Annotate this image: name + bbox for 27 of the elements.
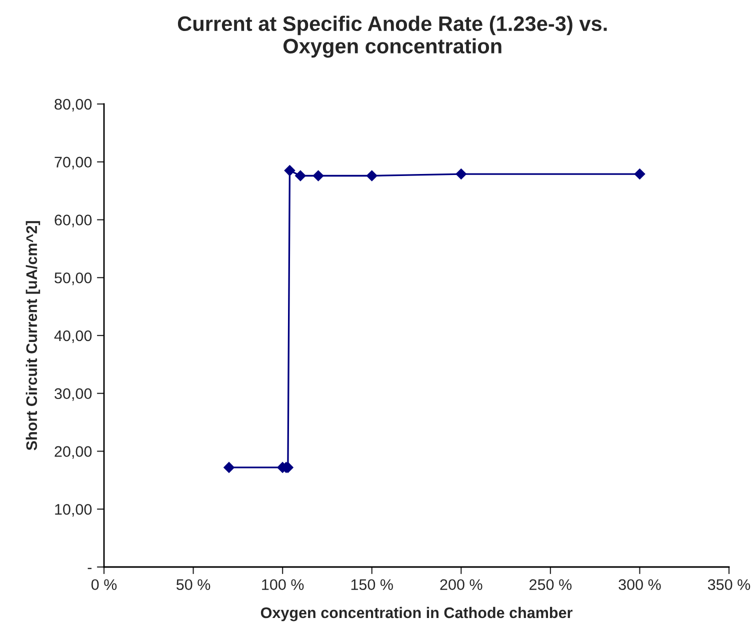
y-tick-label: 30,00 <box>54 388 92 401</box>
y-tick-label: 40,00 <box>54 330 92 343</box>
point <box>312 170 324 182</box>
y-tick-label: 60,00 <box>54 214 92 228</box>
x-tick-label: 300 % <box>618 579 661 590</box>
x-tick-label: 250 % <box>530 579 572 590</box>
x-axis-title: Oxygen concentration in Cathode chamber <box>260 606 572 622</box>
y-tick-label: 20,00 <box>54 446 92 459</box>
y-tick-label: 50,00 <box>54 272 92 286</box>
y-tick-label: - <box>88 568 92 570</box>
point <box>295 170 306 182</box>
x-tick-label: 350 % <box>708 579 750 590</box>
x-tick-label: 200 % <box>440 579 482 590</box>
y-axis-title: Short Circuit Current [uA/cm^2] <box>26 221 40 450</box>
y-tick-label: 80,00 <box>54 98 92 112</box>
point <box>284 165 296 176</box>
point <box>366 170 378 182</box>
y-tick-label: 70,00 <box>54 156 92 170</box>
point <box>634 168 646 180</box>
y-tick-label: 10,00 <box>55 504 92 517</box>
chart-title: Current at Specific Anode Rate (1.23e-3) vs. Oxygen concentration <box>178 16 607 58</box>
x-tick-label: 150 % <box>351 579 393 590</box>
x-tick-label: 0 % <box>91 579 117 590</box>
x-tick-label: 100 % <box>262 579 304 590</box>
x-tick-label: 50 % <box>176 579 210 590</box>
point <box>456 168 467 180</box>
point <box>224 462 234 473</box>
